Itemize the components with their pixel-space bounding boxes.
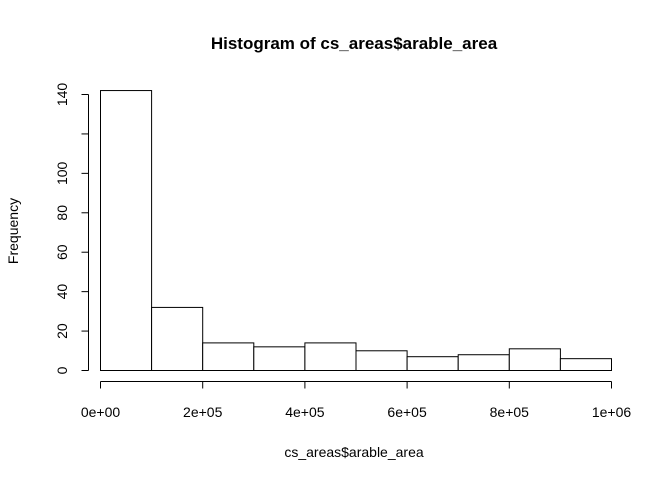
x-tick-label: 1e+06 — [592, 404, 632, 420]
y-tick-label: 60 — [54, 244, 70, 260]
histogram-bar — [202, 342, 255, 371]
y-tick-label: 140 — [54, 83, 70, 107]
y-axis: 0 20 40 60 80 100 140 — [54, 83, 89, 374]
histogram-bar — [559, 358, 613, 371]
histogram-bar — [406, 356, 459, 372]
y-axis-label: Frequency — [5, 198, 21, 264]
histogram-bar — [253, 346, 306, 372]
y-tick-label: 20 — [54, 323, 70, 339]
x-axis: 0e+00 2e+05 4e+05 6e+05 8e+05 1e+06 — [81, 381, 632, 420]
x-tick-label: 0e+00 — [81, 404, 121, 420]
histogram-bar — [508, 348, 561, 372]
histogram-bar — [151, 306, 204, 371]
histogram-bar — [304, 342, 357, 371]
x-tick-label: 2e+05 — [183, 404, 223, 420]
x-tick-label: 4e+05 — [285, 404, 325, 420]
x-tick-label: 8e+05 — [490, 404, 530, 420]
chart-title: Histogram of cs_areas$arable_area — [211, 34, 498, 53]
x-tick-label: 6e+05 — [387, 404, 427, 420]
y-tick-label: 100 — [54, 161, 70, 185]
histogram-bar — [100, 90, 153, 372]
x-axis-label: cs_areas$arable_area — [284, 444, 424, 460]
bars-group — [100, 90, 613, 372]
histogram-bar — [457, 354, 510, 372]
y-tick-label: 80 — [54, 205, 70, 221]
y-tick-label: 0 — [54, 366, 70, 374]
y-tick-label: 40 — [54, 284, 70, 300]
histogram-bar — [355, 350, 408, 371]
